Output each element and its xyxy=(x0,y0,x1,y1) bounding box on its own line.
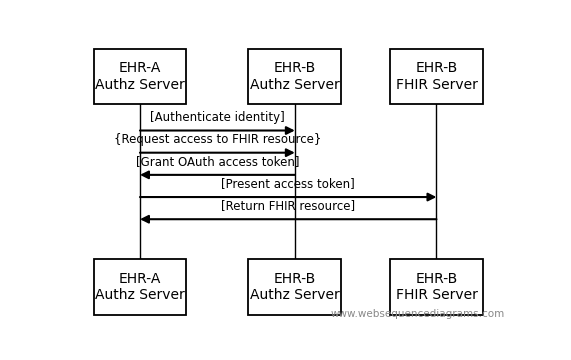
Text: www.websequencediagrams.com: www.websequencediagrams.com xyxy=(331,309,505,319)
Bar xyxy=(390,49,483,104)
Bar xyxy=(248,260,341,315)
Text: EHR-B
FHIR Server: EHR-B FHIR Server xyxy=(396,272,477,302)
Text: {Request access to FHIR resource}: {Request access to FHIR resource} xyxy=(114,133,321,146)
Text: [Grant OAuth access token]: [Grant OAuth access token] xyxy=(136,155,299,168)
Bar xyxy=(248,49,341,104)
Text: [Return FHIR resource]: [Return FHIR resource] xyxy=(221,199,355,212)
Bar xyxy=(94,49,186,104)
Text: EHR-B
Authz Server: EHR-B Authz Server xyxy=(250,61,340,91)
Text: EHR-B
Authz Server: EHR-B Authz Server xyxy=(250,272,340,302)
Text: [Present access token]: [Present access token] xyxy=(222,177,355,190)
Bar xyxy=(390,260,483,315)
Text: EHR-A
Authz Server: EHR-A Authz Server xyxy=(95,272,185,302)
Text: [Authenticate identity]: [Authenticate identity] xyxy=(150,111,285,123)
Text: EHR-A
Authz Server: EHR-A Authz Server xyxy=(95,61,185,91)
Bar xyxy=(94,260,186,315)
Text: EHR-B
FHIR Server: EHR-B FHIR Server xyxy=(396,61,477,91)
